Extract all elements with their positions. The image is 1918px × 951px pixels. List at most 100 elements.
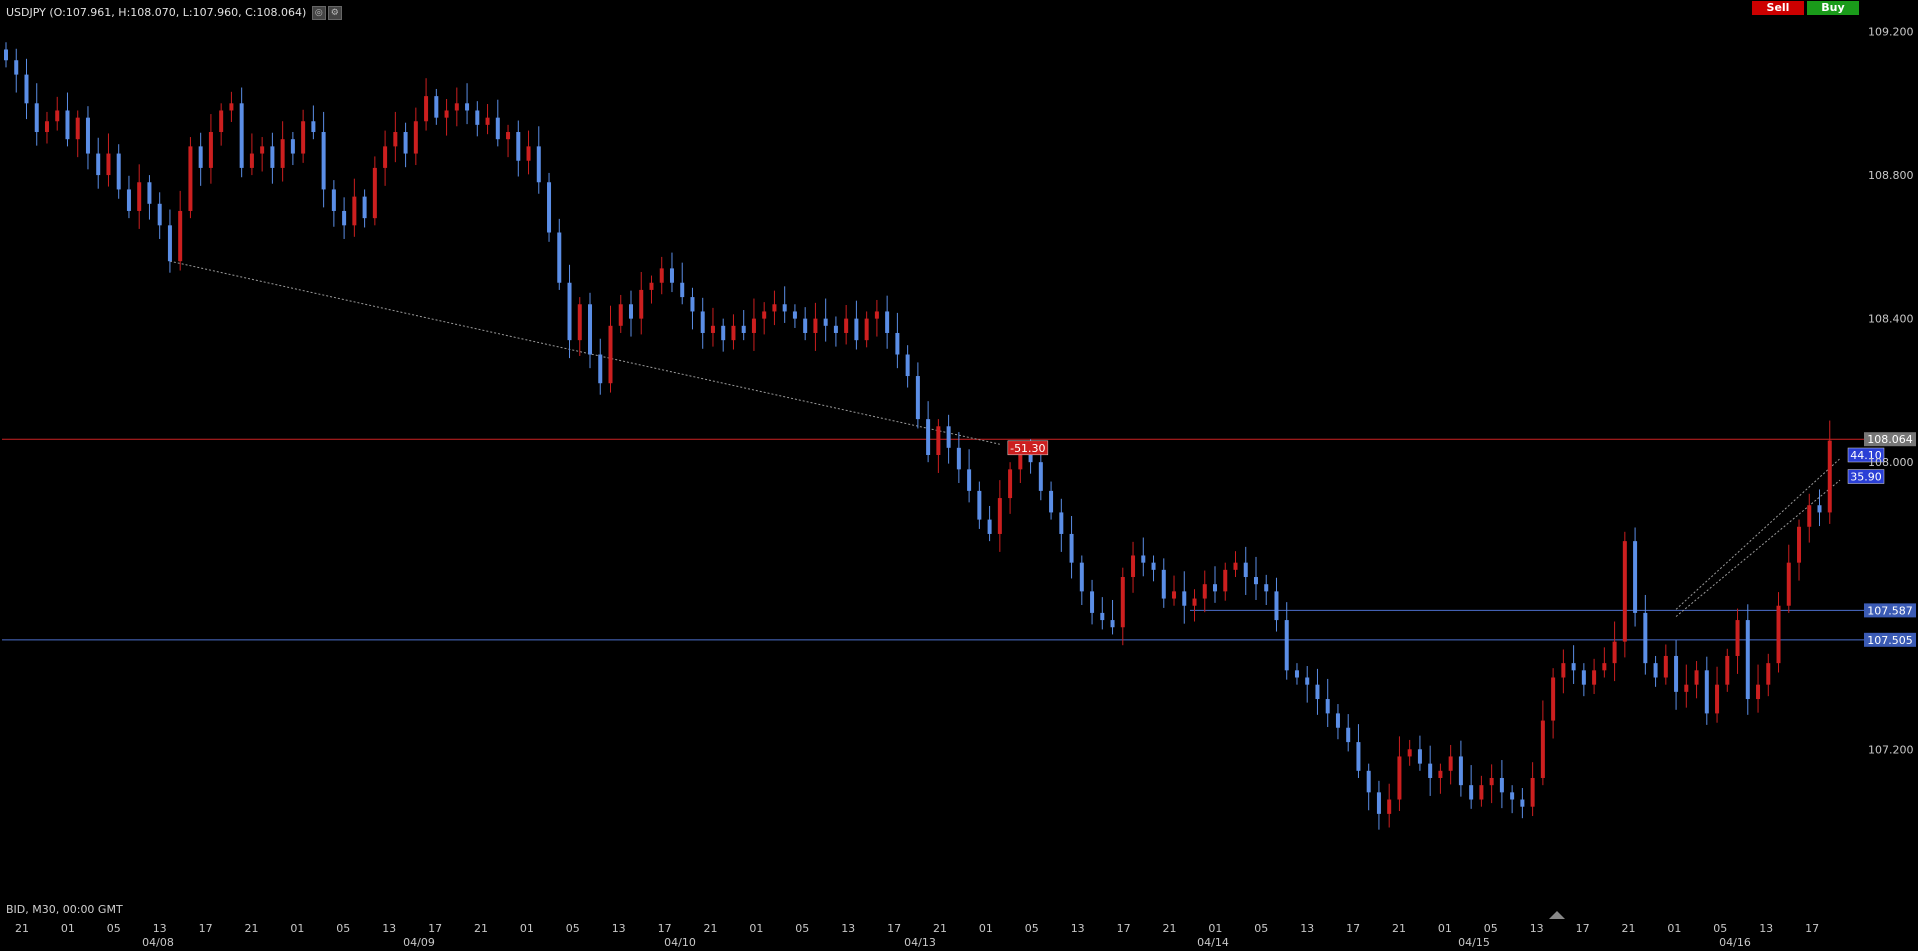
x-hour-tick-label: 21 [1622,922,1636,935]
price-mode-label: BID, M30, 00:00 GMT [6,903,123,916]
candle-body [659,268,664,283]
candle-body [1141,555,1146,563]
candle-body [1817,505,1822,513]
candle-body [618,304,623,326]
gear-icon[interactable]: ⚙ [327,6,342,20]
x-hour-tick-label: 05 [795,922,809,935]
profit-marker-label: 44.10 [1850,449,1882,462]
candle-body [547,182,552,233]
x-hour-tick-label: 05 [336,922,350,935]
x-hour-tick-label: 17 [1805,922,1819,935]
x-hour-tick-label: 13 [1071,922,1085,935]
candle-body [1161,569,1166,599]
candle-body [65,110,70,140]
sell-button[interactable]: Sell [1752,1,1804,15]
x-date-tick-label: 04/10 [664,936,696,949]
candle-body [864,318,869,341]
candle-body [628,304,633,319]
candle-body [106,153,111,176]
candle-body [1571,663,1576,671]
y-tick-label: 108.000 [1868,456,1914,469]
candle-body [588,304,593,355]
x-hour-tick-label: 01 [1438,922,1452,935]
candle-body [1735,620,1740,656]
candle-body [1407,749,1412,757]
candle-body [1674,655,1679,692]
candle-body [1499,777,1504,793]
x-hour-tick-label: 05 [1025,922,1039,935]
candle-body [956,447,961,470]
trend-line[interactable] [1675,479,1841,617]
candle-body [526,146,531,161]
profit-marker[interactable] [1007,440,1049,456]
candle-body [1090,591,1095,613]
x-hour-tick-label: 13 [1530,922,1544,935]
candle-body [1715,684,1720,714]
candle-body [96,153,101,176]
candle-body [1028,455,1033,463]
candle-body [751,318,756,333]
candle-body [721,325,726,341]
candle-body [24,74,29,104]
candle-body [1264,584,1269,592]
candle-body [1018,455,1023,470]
x-hour-tick-label: 13 [1300,922,1314,935]
candle-body [1049,490,1054,513]
candle-body [239,103,244,168]
candle-body [1059,512,1064,534]
x-hour-tick-label: 05 [107,922,121,935]
candle-body [1253,577,1258,585]
candle-body [536,146,541,183]
candle-body [1008,469,1013,499]
candle-body [157,203,162,226]
candle-body [219,110,224,133]
candle-body [167,225,172,262]
y-tick-label: 109.200 [1868,26,1914,39]
candle-body [977,490,982,520]
candle-body [55,110,60,122]
x-hour-tick-label: 01 [1667,922,1681,935]
candle-body [1172,591,1177,599]
level-price-tag [1864,632,1916,647]
candle-body [1827,440,1832,513]
x-hour-tick-label: 21 [245,922,259,935]
x-hour-tick-label: 13 [153,922,167,935]
candle-body [1397,756,1402,800]
trend-line[interactable] [1675,458,1841,610]
candle-body [434,96,439,118]
candle-body [280,139,285,168]
candle-body [331,189,336,211]
x-hour-tick-label: 21 [704,922,718,935]
candle-body [383,146,388,168]
current-price-label: 108.064 [1867,433,1913,446]
x-hour-tick-label: 01 [749,922,763,935]
symbol-ohlc-label: USDJPY (O:107.961, H:108.070, L:107.960,… [6,6,307,19]
candle-body [1038,462,1043,491]
candle-body [444,110,449,118]
profit-marker[interactable] [1847,447,1885,463]
x-hour-tick-label: 05 [1484,922,1498,935]
candle-body [1633,541,1638,613]
profit-marker[interactable] [1847,469,1885,484]
candle-body [905,354,910,377]
trend-line[interactable] [169,260,1000,445]
scroll-marker-icon[interactable] [1549,911,1565,919]
candle-body [854,318,859,341]
x-date-tick-label: 04/14 [1197,936,1229,949]
candle-body [1694,670,1699,685]
candle-body [1428,763,1433,778]
target-icon[interactable]: ◎ [311,6,326,20]
candle-body [1725,655,1730,685]
buy-button[interactable]: Buy [1807,1,1859,15]
candle-body [649,282,654,290]
candle-body [823,318,828,326]
x-hour-tick-label: 17 [1346,922,1360,935]
candle-body [1438,770,1443,778]
x-hour-tick-label: 05 [1713,922,1727,935]
candle-body [1356,742,1361,771]
candle-body [895,332,900,355]
candle-body [967,469,972,491]
candle-body [762,311,767,319]
candle-body [352,196,357,226]
